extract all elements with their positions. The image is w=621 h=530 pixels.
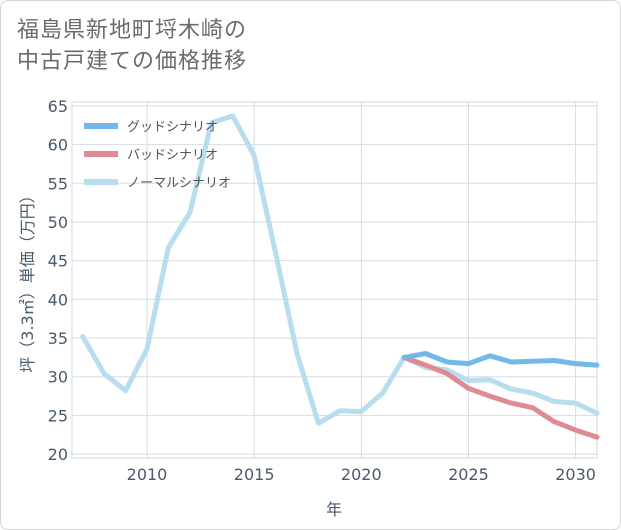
- y-tick-label: 55: [48, 174, 68, 193]
- y-tick-label: 20: [48, 445, 68, 464]
- series-lines: [80, 113, 600, 440]
- series-line-0: [401, 351, 600, 368]
- series-line-2: [80, 113, 600, 426]
- chart-title-line1: 福島県新地町埒木崎の: [17, 18, 248, 43]
- y-tick-label: 45: [48, 252, 68, 271]
- x-tick-label: 2030: [555, 465, 596, 484]
- x-tick-label: 2015: [234, 465, 275, 484]
- y-tick-label: 50: [48, 213, 68, 232]
- series-line-1: [401, 354, 600, 440]
- y-tick-label: 25: [48, 406, 68, 425]
- x-tick-label: 2025: [448, 465, 489, 484]
- legend-label: ノーマルシナリオ: [127, 176, 231, 191]
- y-tick-label: 65: [48, 97, 68, 116]
- legend-label: グッドシナリオ: [127, 120, 218, 135]
- y-tick-label: 60: [48, 136, 68, 155]
- chart-title: 福島県新地町埒木崎の 中古戸建ての価格推移: [17, 15, 247, 77]
- y-tick-label: 40: [48, 290, 68, 309]
- x-tick-label: 2020: [341, 465, 382, 484]
- grid-lines: [72, 102, 597, 458]
- y-tick-label: 35: [48, 329, 68, 348]
- chart-title-line2: 中古戸建ての価格推移: [17, 49, 248, 74]
- x-axis-title: 年: [326, 500, 342, 519]
- y-tick-label: 30: [48, 368, 68, 387]
- y-axis-title: 坪（3.3㎡）単価（万円）: [18, 187, 37, 372]
- x-tick-label: 2010: [127, 465, 168, 484]
- legend-label: バッドシナリオ: [127, 148, 218, 163]
